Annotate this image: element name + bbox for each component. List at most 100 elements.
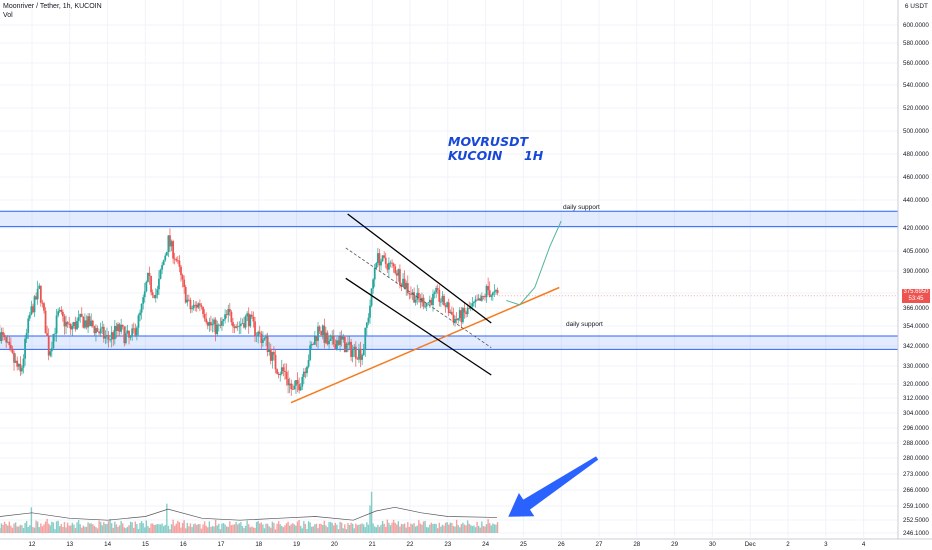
candle-body [439, 301, 442, 303]
candle-body [358, 348, 360, 360]
volume-bar [137, 529, 140, 533]
grid-lines [0, 0, 898, 537]
volume-bar [394, 522, 396, 533]
volume-bar [482, 526, 485, 533]
candle-body [175, 259, 178, 261]
price-tick-label: 330.0000 [903, 363, 929, 370]
volume-bar [411, 524, 414, 533]
volume-bar [8, 521, 11, 533]
volume-bar [240, 522, 242, 533]
candle-body [244, 316, 247, 328]
candle-body [224, 314, 226, 320]
candle-body [268, 348, 271, 352]
price-tick-label: 366.0000 [903, 305, 929, 312]
volume-bar [156, 524, 159, 533]
candle-body [110, 332, 113, 340]
candle-body [389, 262, 392, 264]
candle-body [315, 336, 318, 341]
volume-bar [435, 523, 437, 533]
volume-bar [421, 524, 423, 533]
volume-bar [180, 527, 182, 533]
candle-body [471, 303, 474, 307]
candle-body [6, 341, 9, 343]
volume-bar [457, 525, 459, 533]
candle-body [27, 318, 30, 334]
candle-body [414, 299, 417, 303]
volume-bar [388, 522, 390, 533]
time-axis[interactable]: 12 13 14 15 16 17 18 19 20 21 22 23 24 25 26 27 28 29 30 De… [0, 538, 932, 548]
volume-bar [218, 523, 220, 533]
candle-body [436, 288, 439, 290]
candle-body [49, 351, 52, 356]
volume-bar [13, 523, 15, 533]
time-tick-label: 21 [369, 541, 376, 548]
candle-body [302, 371, 305, 377]
price-tick-label: 580.0000 [903, 40, 929, 47]
candle-body [309, 345, 312, 360]
candle-body [154, 294, 157, 299]
volume-bar [21, 525, 23, 533]
candle-body [460, 310, 463, 323]
candle-body [462, 307, 464, 323]
candle-body [320, 330, 323, 335]
candle-body [156, 289, 159, 295]
volume-bar [241, 525, 244, 533]
candle-body [491, 292, 494, 296]
volume-bar [229, 521, 231, 533]
volume-bar [106, 523, 108, 533]
candle-body [43, 303, 45, 311]
candle-body [353, 346, 356, 350]
candle-body [221, 320, 223, 326]
candle-body [239, 323, 242, 326]
volume-bar [326, 527, 329, 533]
time-tick-label: 29 [671, 541, 678, 548]
candle-body [279, 373, 282, 376]
volume-bar [167, 525, 170, 533]
volume-bar [397, 521, 400, 533]
volume-bar [477, 525, 480, 533]
time-tick-label: 17 [218, 541, 225, 548]
currency-unit-label[interactable]: 6 USDT [905, 3, 928, 10]
candle-body [364, 327, 367, 350]
candle-body [79, 313, 82, 318]
candle-body [452, 314, 455, 323]
candle-body [30, 306, 33, 315]
candle-body [194, 304, 197, 306]
candle-body [425, 303, 428, 307]
candle-body [354, 346, 357, 359]
candle-body [257, 331, 260, 336]
candle-body [443, 295, 445, 306]
candle-body [450, 311, 453, 315]
volume-bar [88, 523, 91, 533]
volume-bar [76, 522, 78, 533]
candle-body [135, 327, 138, 336]
volume-bar [303, 521, 305, 533]
candle-body [172, 241, 175, 259]
volume-bar [348, 525, 351, 533]
chart-symbol-title[interactable]: Moonriver / Tether, 1h, KUCOIN [3, 3, 102, 10]
volume-bar [122, 523, 124, 533]
price-tick-label: 252.5000 [903, 517, 929, 524]
candle-body [247, 313, 250, 327]
volume-bar [60, 524, 62, 533]
time-tick-label: 20 [331, 541, 338, 548]
volume-bar [236, 524, 239, 533]
candle-body [399, 269, 401, 285]
price-tick-label: 312.0000 [903, 395, 929, 402]
volume-bar [46, 518, 48, 533]
price-axis[interactable]: 246.1000 252.5000 259.1000 266.0000 273.0000… [897, 0, 929, 539]
volume-bar [333, 525, 335, 533]
candle-body [376, 253, 379, 263]
volume-bar [115, 524, 118, 533]
candle-body [109, 339, 112, 341]
volume-bar [200, 528, 203, 533]
candle-body [129, 335, 132, 338]
volume-indicator-label[interactable]: Vol [3, 12, 13, 19]
volume-bar [211, 526, 214, 533]
volume-bar [307, 521, 310, 533]
volume-bar [150, 523, 152, 533]
candle-body [107, 334, 110, 340]
candle-body [310, 343, 313, 346]
volume-bar [466, 520, 469, 533]
price-tick-label: 342.0000 [903, 343, 929, 350]
